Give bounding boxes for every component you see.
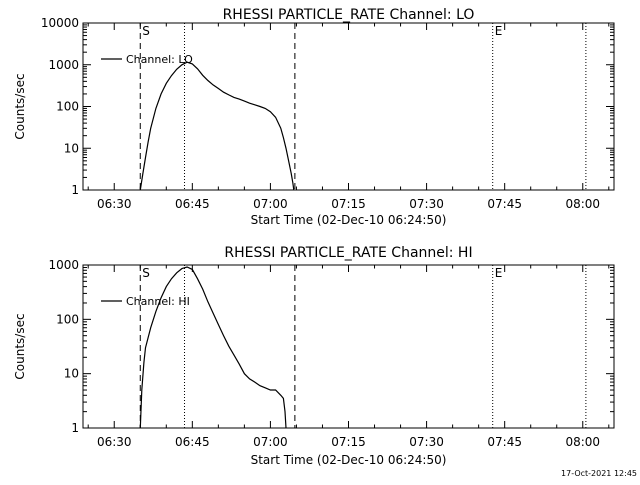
- x-axis-label: Start Time (02-Dec-10 06:24:50): [251, 453, 447, 467]
- series-line-channel-lo: [139, 61, 295, 191]
- x-tick-label: 06:45: [175, 197, 210, 211]
- y-tick-label: 1000: [48, 58, 79, 72]
- event-marker-label: E: [495, 24, 503, 38]
- x-tick-label: 06:30: [97, 435, 132, 449]
- y-tick-label: 1000: [48, 258, 79, 272]
- y-tick-label: 10: [64, 367, 79, 381]
- x-axis-label: Start Time (02-Dec-10 06:24:50): [251, 213, 447, 227]
- y-tick-label: 10: [64, 141, 79, 155]
- x-tick-label: 07:15: [331, 197, 366, 211]
- x-tick-label: 07:45: [487, 435, 522, 449]
- y-tick-label: 100: [56, 312, 79, 326]
- event-marker-label: S: [142, 266, 150, 280]
- y-axis-label: Counts/sec: [13, 73, 27, 139]
- chart-panel-lo: RHESSI PARTICLE_RATE Channel: LO Start Ti…: [13, 7, 615, 227]
- x-tick-label: 06:30: [97, 197, 132, 211]
- plot-frame: [82, 264, 615, 429]
- footer-timestamp: 17-Oct-2021 12:45: [561, 469, 637, 478]
- x-tick-label: 08:00: [565, 435, 600, 449]
- x-tick-label: 07:00: [253, 197, 288, 211]
- y-tick-label: 10000: [41, 16, 79, 30]
- y-tick-label: 1: [71, 421, 79, 435]
- x-tick-label: 07:30: [409, 435, 444, 449]
- series-line-channel-hi: [139, 266, 287, 429]
- x-tick-label: 07:45: [487, 197, 522, 211]
- chart-title: RHESSI PARTICLE_RATE Channel: HI: [224, 245, 472, 261]
- event-marker-label: E: [495, 266, 503, 280]
- event-marker-label: S: [142, 24, 150, 38]
- y-tick-label: 1: [71, 183, 79, 197]
- chart-title: RHESSI PARTICLE_RATE Channel: LO: [223, 7, 475, 23]
- x-tick-label: 08:00: [565, 197, 600, 211]
- legend-label: Channel: LO: [126, 53, 193, 66]
- y-tick-label: 100: [56, 100, 79, 114]
- chart-panel-hi: RHESSI PARTICLE_RATE Channel: HI Start Ti…: [13, 245, 615, 467]
- legend-label: Channel: HI: [126, 295, 190, 308]
- x-tick-label: 06:45: [175, 435, 210, 449]
- x-tick-label: 07:15: [331, 435, 366, 449]
- x-tick-label: 07:30: [409, 197, 444, 211]
- x-tick-label: 07:00: [253, 435, 288, 449]
- y-axis-label: Counts/sec: [13, 313, 27, 379]
- plot-frame: [82, 22, 615, 191]
